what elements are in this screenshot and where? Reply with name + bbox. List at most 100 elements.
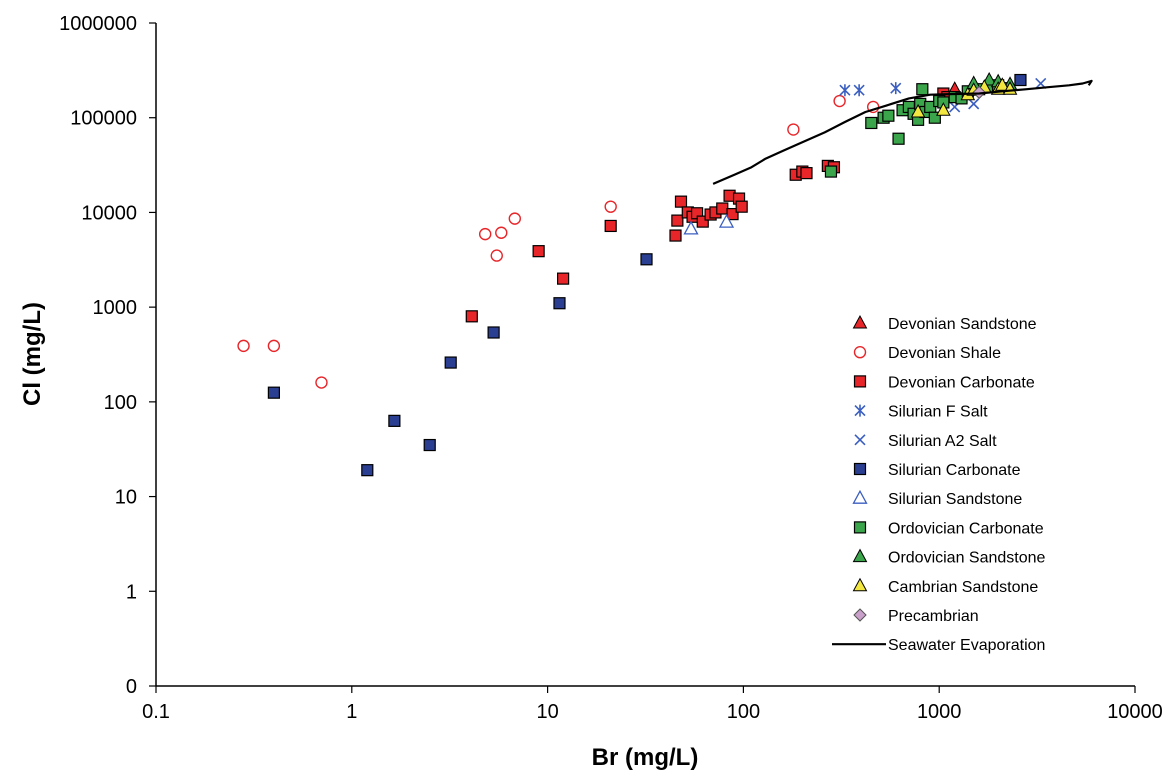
- data-point-cambrian-sandstone: [910, 103, 926, 118]
- legend-label: Devonian Shale: [888, 345, 1001, 362]
- data-point-devonian-shale: [604, 200, 617, 213]
- x-tick-label: 1: [346, 701, 357, 723]
- series-devonian-shale: [237, 94, 880, 389]
- series-silurian-sandstone: [683, 213, 735, 235]
- data-point-devonian-shale: [237, 339, 250, 353]
- data-point-silurian-carbonate: [553, 297, 566, 310]
- data-point-silurian-carbonate: [640, 253, 653, 266]
- data-point-silurian-a2-salt: [968, 98, 980, 110]
- x-axis-title: Br (mg/L): [592, 744, 699, 771]
- data-point-devonian-shale: [508, 212, 522, 225]
- legend-marker: [853, 462, 867, 476]
- legend-item-ordovician-sandstone: Ordovician Sandstone: [852, 548, 1046, 567]
- data-point-devonian-carbonate: [557, 272, 570, 285]
- legend-item-silurian-sandstone: Silurian Sandstone: [852, 489, 1022, 508]
- x-tick-label: 0.1: [142, 701, 170, 723]
- series-silurian-carbonate: [267, 73, 1027, 477]
- legend-item-devonian-carbonate: Devonian Carbonate: [853, 374, 1035, 391]
- legend-label: Silurian F Salt: [888, 404, 988, 421]
- y-tick-label: 10: [115, 487, 137, 509]
- data-point-ordovician-carbonate: [928, 111, 941, 124]
- series-layer: [237, 71, 1093, 477]
- data-point-silurian-carbonate: [388, 414, 401, 427]
- data-point-devonian-carbonate: [671, 214, 684, 227]
- data-point-silurian-sandstone: [718, 213, 735, 228]
- x-tick-label: 1000: [917, 701, 962, 723]
- legend-label: Devonian Carbonate: [888, 374, 1035, 391]
- legend-item-devonian-shale: Devonian Shale: [853, 345, 1001, 362]
- y-tick-label: 1: [126, 581, 137, 603]
- data-point-silurian-carbonate: [361, 464, 374, 477]
- legend-label: Ordovician Sandstone: [888, 550, 1046, 567]
- legend-item-precambrian: Precambrian: [853, 608, 979, 625]
- legend-marker: [852, 577, 868, 592]
- legend-item-seawater-evaporation: Seawater Evaporation: [832, 637, 1045, 654]
- x-tick-label: 10: [536, 701, 558, 723]
- y-tick-label: 10000: [81, 202, 137, 224]
- data-point-devonian-shale: [787, 123, 800, 136]
- data-point-devonian-carbonate: [800, 167, 813, 180]
- data-point-cambrian-sandstone: [936, 102, 951, 116]
- data-point-devonian-carbonate: [532, 245, 545, 258]
- legend-marker: [852, 548, 868, 563]
- y-tick-label: 1000: [93, 297, 138, 319]
- data-point-ordovician-carbonate: [824, 165, 838, 178]
- data-point-ordovician-carbonate: [916, 83, 929, 96]
- legend-label: Devonian Sandstone: [888, 316, 1037, 333]
- series-seawater-evaporation: [712, 79, 1093, 185]
- legend-item-ordovician-carbonate: Ordovician Carbonate: [853, 520, 1044, 537]
- data-point-devonian-carbonate: [726, 208, 739, 221]
- data-point-devonian-carbonate: [465, 310, 478, 323]
- data-point-devonian-shale: [267, 339, 281, 353]
- y-tick-label: 100: [104, 392, 137, 414]
- data-point-devonian-shale: [495, 226, 508, 239]
- legend-marker: [853, 521, 867, 534]
- data-point-silurian-sandstone: [683, 220, 699, 235]
- data-point-devonian-carbonate: [696, 215, 709, 228]
- data-point-silurian-carbonate: [444, 356, 457, 369]
- legend-label: Precambrian: [888, 608, 979, 625]
- data-point-silurian-carbonate: [487, 326, 500, 339]
- data-point-devonian-carbonate: [604, 219, 617, 233]
- data-point-devonian-carbonate: [669, 229, 682, 242]
- data-point-silurian-carbonate: [423, 438, 436, 452]
- legend-label: Silurian Sandstone: [888, 491, 1022, 508]
- seawater-evaporation-line: [712, 79, 1093, 185]
- legend-label: Silurian Carbonate: [888, 462, 1021, 479]
- x-tick-label: 100: [727, 701, 760, 723]
- legend-marker: [853, 346, 867, 359]
- legend-label: Silurian A2 Salt: [888, 433, 997, 450]
- data-point-devonian-carbonate: [716, 202, 729, 215]
- data-point-silurian-f-salt: [890, 82, 902, 95]
- y-tick-label: 100000: [70, 108, 137, 130]
- data-point-ordovician-carbonate: [865, 116, 878, 130]
- y-tick-label: 0: [126, 676, 137, 698]
- legend-marker: [852, 314, 868, 329]
- data-point-devonian-carbonate: [735, 200, 748, 213]
- data-point-devonian-shale: [315, 376, 328, 389]
- axis-ticks: 0.1 1 10 100 1000 100000 1 10 100 1000 10000 100000…: [59, 13, 1163, 723]
- legend-marker: [852, 489, 868, 504]
- legend-item-cambrian-sandstone: Cambrian Sandstone: [852, 577, 1038, 596]
- legend-item-silurian-a2-salt: Silurian A2 Salt: [854, 433, 997, 450]
- y-axis-title: Cl (mg/L): [19, 302, 46, 406]
- data-point-devonian-shale: [833, 94, 846, 108]
- series-silurian-f-salt: [839, 82, 902, 97]
- legend-label: Ordovician Carbonate: [888, 520, 1044, 537]
- data-point-devonian-carbonate: [674, 195, 688, 208]
- data-point-silurian-carbonate: [267, 386, 280, 399]
- data-point-ordovician-carbonate: [882, 109, 895, 122]
- legend-label: Cambrian Sandstone: [888, 579, 1038, 596]
- plot-axes: [155, 23, 1135, 687]
- legend-marker: [854, 434, 866, 446]
- legend-item-silurian-carbonate: Silurian Carbonate: [853, 462, 1021, 479]
- data-point-devonian-shale: [490, 249, 503, 262]
- data-point-silurian-f-salt: [853, 84, 865, 97]
- data-point-silurian-carbonate: [1014, 73, 1027, 87]
- y-tick-label: 1000000: [59, 13, 137, 35]
- data-point-ordovician-sandstone: [981, 71, 997, 86]
- data-point-devonian-shale: [478, 227, 492, 241]
- legend-marker: [854, 404, 866, 417]
- legend-label: Seawater Evaporation: [888, 637, 1045, 654]
